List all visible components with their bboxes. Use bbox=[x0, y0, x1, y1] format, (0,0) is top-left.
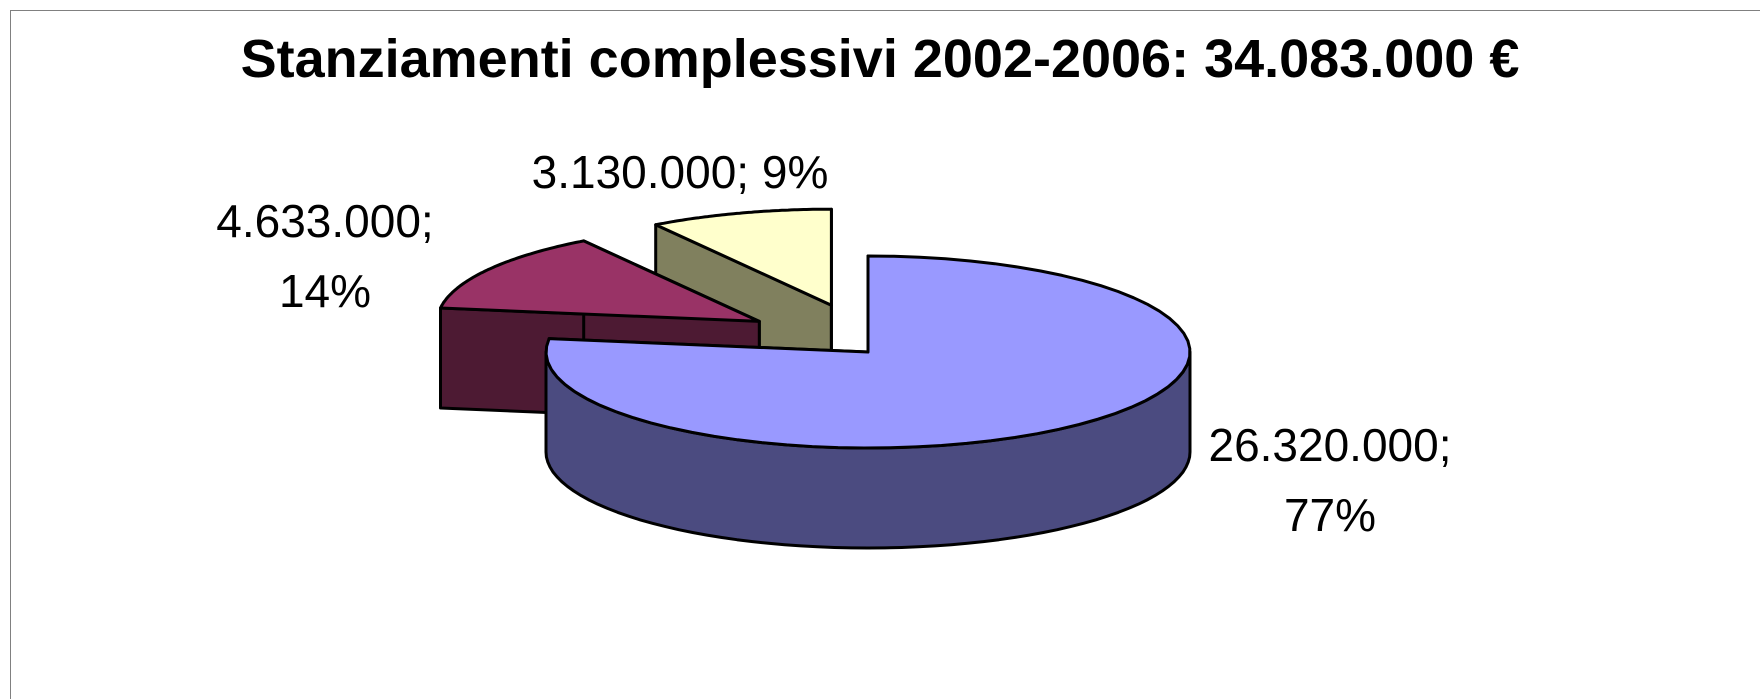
slice bbox=[544, 254, 1192, 450]
data-label: 3.130.000; 9% bbox=[531, 146, 829, 198]
slice bbox=[654, 207, 833, 307]
slice bbox=[439, 239, 761, 323]
data-label: 26.320.000; 77% bbox=[1208, 419, 1452, 541]
chart-title: Stanziamenti complessivi 2002-2006: 34.0… bbox=[240, 29, 1520, 89]
chart-frame bbox=[10, 10, 1760, 699]
data-label: 4.633.000; 14% bbox=[216, 195, 434, 317]
